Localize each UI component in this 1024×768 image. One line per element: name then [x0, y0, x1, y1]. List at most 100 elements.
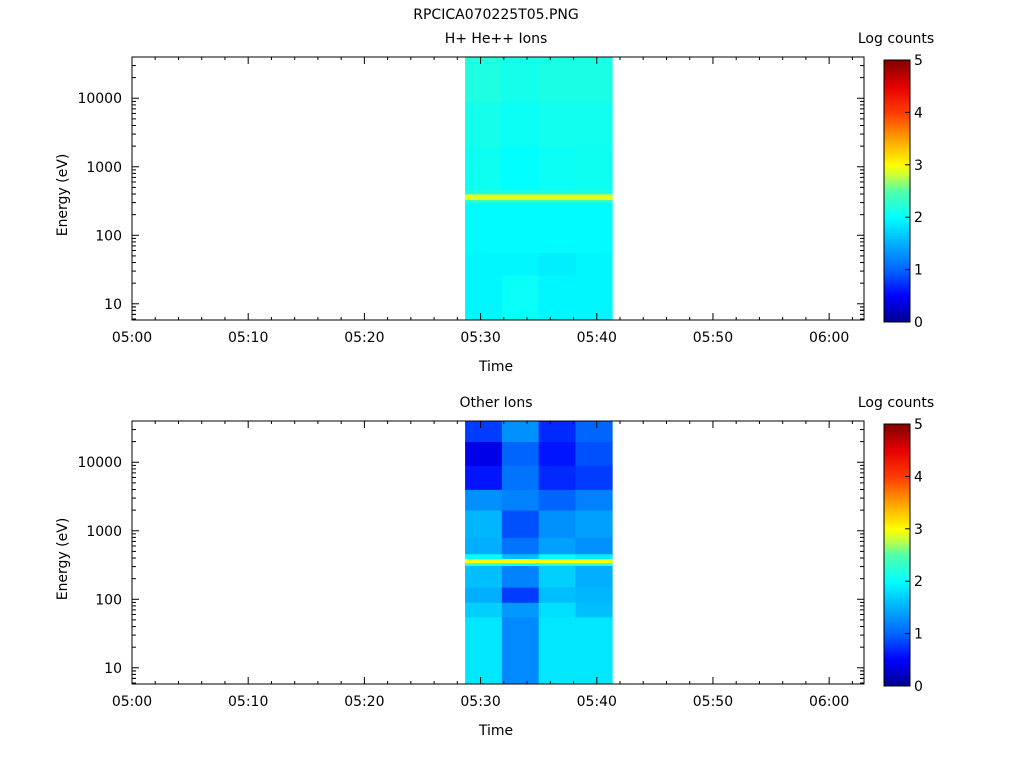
colorbar-swatch — [884, 535, 910, 539]
x-tick-label: 05:40 — [577, 694, 617, 710]
x-axis-label: Time — [478, 723, 513, 739]
heatmap-cell — [501, 202, 540, 253]
colorbar-swatch — [884, 267, 910, 271]
heatmap-cell — [501, 489, 540, 511]
heatmap-cell — [575, 189, 613, 195]
colorbar-swatch — [884, 568, 910, 571]
heatmap-cell — [465, 441, 503, 466]
colorbar-swatch — [884, 315, 910, 319]
heatmap-cell — [465, 617, 503, 685]
colorbar-swatch — [884, 319, 910, 323]
colorbar-swatch — [884, 548, 910, 552]
colorbar-swatch — [884, 424, 910, 427]
colorbar-swatch — [884, 651, 910, 654]
colorbar-swatch — [884, 140, 910, 144]
colorbar-swatch — [884, 454, 910, 458]
colorbar-swatch — [884, 661, 910, 665]
heatmap-cell — [575, 489, 613, 511]
colorbar-swatch — [884, 596, 910, 600]
colorbar-swatch — [884, 640, 910, 643]
colorbar-swatch — [884, 565, 910, 569]
colorbar-swatch — [884, 493, 910, 497]
heatmap-cell — [501, 510, 540, 538]
colorbar-swatch — [884, 243, 910, 247]
heatmap-cell — [501, 587, 540, 603]
colorbar-swatch — [884, 598, 910, 602]
colorbar-swatch — [884, 432, 910, 436]
colorbar-swatch — [884, 291, 910, 295]
colorbar-swatch — [884, 530, 910, 534]
colorbar-swatch — [884, 683, 910, 687]
colorbar-swatch — [884, 103, 910, 107]
heatmap-cell — [501, 252, 540, 276]
colorbar-swatch — [884, 212, 910, 216]
panel-title: Other Ions — [459, 395, 532, 411]
colorbar-frame — [883, 59, 911, 323]
colorbar-tick-label: 4 — [914, 105, 923, 121]
heatmap-cell — [465, 275, 503, 321]
colorbar-swatch — [884, 193, 910, 196]
colorbar-swatch — [884, 609, 910, 613]
colorbar-swatch — [884, 121, 910, 124]
colorbar-swatch — [884, 594, 910, 597]
heatmap-cell — [575, 565, 613, 588]
heatmap-cell — [575, 617, 613, 685]
heatmap-cell — [575, 441, 613, 466]
heatmap-cell — [575, 553, 613, 560]
heatmap-cell — [538, 441, 576, 466]
heatmap-cell — [575, 558, 613, 564]
colorbar-swatch — [884, 308, 910, 312]
colorbar-swatch — [884, 182, 910, 185]
axes: 05:00 05:10 05:20 05:30 05:40 05:50 06:00 10 100… — [77, 420, 865, 710]
x-tick-label: 06:00 — [809, 330, 849, 346]
colorbar-swatch — [884, 659, 910, 663]
colorbar-swatch — [884, 563, 910, 567]
colorbar-swatch — [884, 217, 910, 220]
heatmap-cell — [538, 57, 576, 102]
colorbar-swatch — [884, 450, 910, 453]
heatmap-cell — [575, 194, 613, 201]
colorbar-label: Log counts — [858, 395, 934, 411]
colorbar-swatch — [884, 476, 910, 480]
heatmap-cell — [538, 421, 576, 443]
heatmap-cell — [501, 562, 540, 567]
colorbar-swatch — [884, 539, 910, 543]
heatmap-cell — [575, 465, 613, 490]
colorbar-swatch — [884, 648, 910, 652]
colorbar-swatch — [884, 607, 910, 611]
colorbar-swatch — [884, 84, 910, 87]
colorbar-swatch — [884, 574, 910, 578]
colorbar-frame — [883, 423, 911, 687]
heatmap-cell — [501, 189, 540, 195]
heatmap-cell — [501, 146, 540, 191]
colorbar-swatch — [884, 245, 910, 249]
colorbar-tick-label: 4 — [914, 469, 923, 485]
colorbar-swatch — [884, 487, 910, 490]
colorbar-swatch — [884, 515, 910, 519]
colorbar-swatch — [884, 81, 910, 85]
colorbar-swatch — [884, 555, 910, 558]
colorbar-swatch — [884, 284, 910, 288]
x-tick-label: 05:00 — [112, 330, 152, 346]
heatmap-cell — [501, 441, 540, 466]
colorbar-swatch — [884, 437, 910, 440]
colorbar-swatch — [884, 496, 910, 499]
heatmap-cell — [501, 617, 540, 685]
heatmap-cell — [538, 553, 576, 560]
y-tick-label: 10 — [104, 297, 122, 313]
colorbar-swatch — [884, 293, 910, 297]
colorbar-swatch — [884, 263, 910, 266]
heatmap-cell — [538, 194, 576, 201]
heatmap-cell — [465, 194, 503, 201]
colorbar-swatch — [884, 215, 910, 218]
heatmap-cells — [465, 421, 613, 685]
colorbar-swatch — [884, 672, 910, 676]
colorbar-swatch — [884, 502, 910, 506]
x-tick-label: 05:30 — [460, 694, 500, 710]
colorbar-swatch — [884, 600, 910, 604]
colorbar-swatch — [884, 452, 910, 456]
colorbar-swatch — [884, 73, 910, 76]
colorbar-label: Log counts — [858, 31, 934, 47]
heatmap-cell — [538, 510, 576, 538]
colorbar-swatch — [884, 145, 910, 148]
